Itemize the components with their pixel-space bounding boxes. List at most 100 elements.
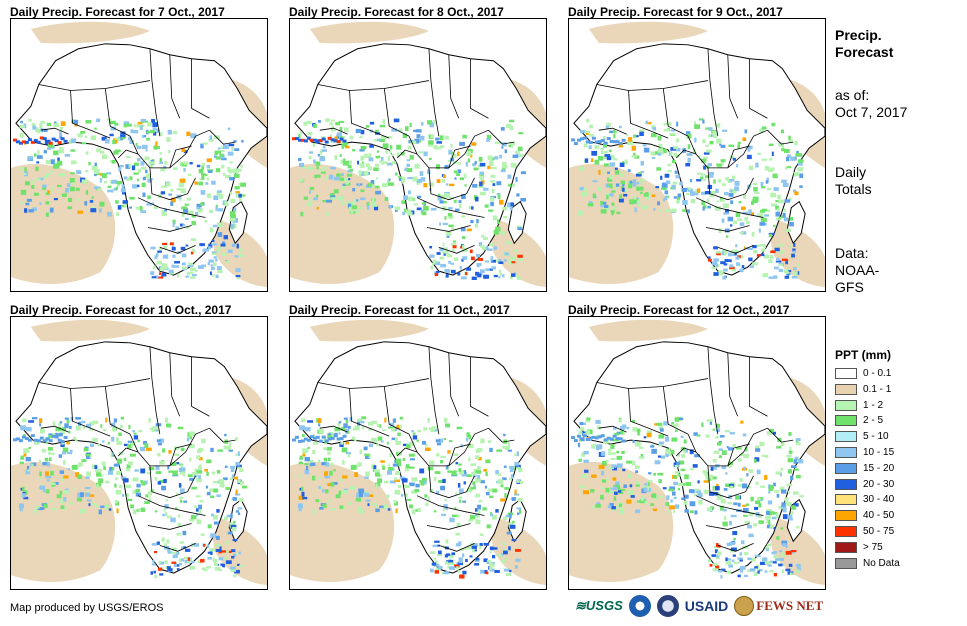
country-border bbox=[488, 427, 515, 443]
country-border bbox=[727, 145, 750, 169]
country-border bbox=[705, 523, 750, 530]
legend-label: 30 - 40 bbox=[863, 494, 895, 506]
panel-title-5: Daily Precip. Forecast for 11 Oct., 2017 bbox=[289, 303, 510, 317]
legend-label: 10 - 15 bbox=[863, 447, 895, 458]
logo-strip: ≋USGS USAID FEWS NET bbox=[575, 593, 823, 619]
country-border bbox=[428, 48, 440, 137]
legend-swatch bbox=[835, 494, 857, 506]
country-border bbox=[695, 495, 764, 516]
precip-cells bbox=[291, 118, 527, 280]
country-border bbox=[149, 346, 161, 435]
legend-label: 40 - 50 bbox=[863, 510, 895, 522]
country-border bbox=[717, 244, 754, 254]
country-border bbox=[426, 523, 471, 530]
country-border bbox=[40, 127, 69, 135]
country-border bbox=[209, 129, 236, 145]
country-border bbox=[428, 465, 475, 499]
precip-map bbox=[11, 21, 267, 288]
country-border bbox=[448, 352, 460, 417]
country-border bbox=[70, 90, 111, 139]
fews-net-text: FEWS NET bbox=[756, 598, 824, 613]
dry-area bbox=[290, 164, 395, 285]
dry-area bbox=[11, 462, 116, 583]
map-panel-6 bbox=[568, 316, 826, 590]
legend-item: 15 - 20 bbox=[835, 462, 894, 475]
legend-title: PPT (mm) bbox=[835, 348, 892, 362]
fews-globe-icon bbox=[734, 596, 755, 616]
country-border bbox=[749, 58, 768, 119]
country-border bbox=[448, 54, 460, 119]
country-border bbox=[159, 542, 196, 552]
map-credit: Map produced by USGS/EROS bbox=[10, 602, 164, 614]
legend-swatch bbox=[835, 462, 857, 474]
sidebar-asof-date: Oct 7, 2017 bbox=[835, 104, 908, 120]
usgs-logo: ≋USGS bbox=[575, 598, 623, 613]
legend-label: 2 - 5 bbox=[863, 415, 884, 427]
country-border bbox=[319, 425, 348, 433]
sidebar-asof-label: as of: bbox=[835, 87, 870, 103]
country-border bbox=[628, 388, 669, 437]
panel-title-2: Daily Precip. Forecast for 8 Oct., 2017 bbox=[289, 5, 504, 19]
country-border bbox=[598, 127, 627, 135]
country-border bbox=[104, 88, 131, 137]
country-border bbox=[488, 129, 515, 145]
country-border bbox=[383, 88, 410, 137]
country-border bbox=[137, 495, 206, 516]
precip-map bbox=[569, 319, 825, 586]
dry-area bbox=[588, 21, 708, 44]
legend-item: > 75 bbox=[835, 541, 883, 554]
noaa-logo-icon bbox=[628, 595, 651, 617]
country-border bbox=[149, 167, 196, 201]
legend-swatch bbox=[835, 447, 857, 458]
legend-item: 30 - 40 bbox=[835, 493, 894, 506]
map-panel-2 bbox=[289, 18, 547, 292]
fews-net-logo: FEWS NET bbox=[734, 596, 823, 616]
sidebar-totals-line1: Daily bbox=[835, 164, 867, 180]
dry-area bbox=[30, 21, 150, 44]
precip-cells bbox=[12, 118, 246, 280]
sidebar-data-line1: Data: bbox=[835, 245, 869, 261]
sidebar-data-line3: GFS bbox=[835, 279, 864, 295]
country-border bbox=[70, 388, 111, 437]
country-border bbox=[675, 447, 697, 457]
country-border bbox=[159, 244, 196, 254]
precip-map bbox=[569, 21, 825, 288]
country-border bbox=[317, 378, 429, 389]
usaid-logo: USAID bbox=[684, 598, 729, 614]
legend-swatch bbox=[835, 368, 857, 379]
country-border bbox=[104, 386, 131, 435]
country-border bbox=[749, 356, 768, 417]
country-border bbox=[349, 90, 390, 139]
country-border bbox=[717, 542, 754, 552]
country-border bbox=[675, 149, 697, 159]
precip-map bbox=[11, 319, 267, 586]
country-border bbox=[448, 145, 471, 169]
country-border bbox=[705, 225, 750, 232]
country-border bbox=[707, 465, 754, 499]
country-border bbox=[149, 465, 196, 499]
precip-map bbox=[290, 319, 546, 586]
sidebar-title-line2: Forecast bbox=[835, 44, 894, 60]
country-border bbox=[147, 523, 192, 530]
country-border bbox=[727, 352, 739, 417]
country-border bbox=[767, 129, 794, 145]
legend-swatch bbox=[835, 478, 857, 490]
dry-area bbox=[209, 217, 267, 288]
country-border bbox=[147, 225, 192, 232]
country-border bbox=[662, 88, 689, 137]
legend-swatch bbox=[835, 557, 857, 569]
precip-map bbox=[290, 21, 546, 288]
legend-label: 0.1 - 1 bbox=[863, 383, 892, 395]
country-border bbox=[470, 356, 489, 417]
country-border bbox=[191, 356, 210, 417]
country-border bbox=[438, 542, 475, 552]
country-border bbox=[428, 346, 440, 435]
country-border bbox=[767, 427, 794, 443]
precip-cells bbox=[570, 118, 804, 280]
legend-label: 20 - 30 bbox=[863, 478, 895, 490]
madagascar-outline bbox=[786, 498, 806, 543]
map-panel-5 bbox=[289, 316, 547, 590]
dry-area bbox=[569, 462, 674, 583]
legend-item: 40 - 50 bbox=[835, 509, 894, 522]
country-border bbox=[695, 197, 764, 218]
